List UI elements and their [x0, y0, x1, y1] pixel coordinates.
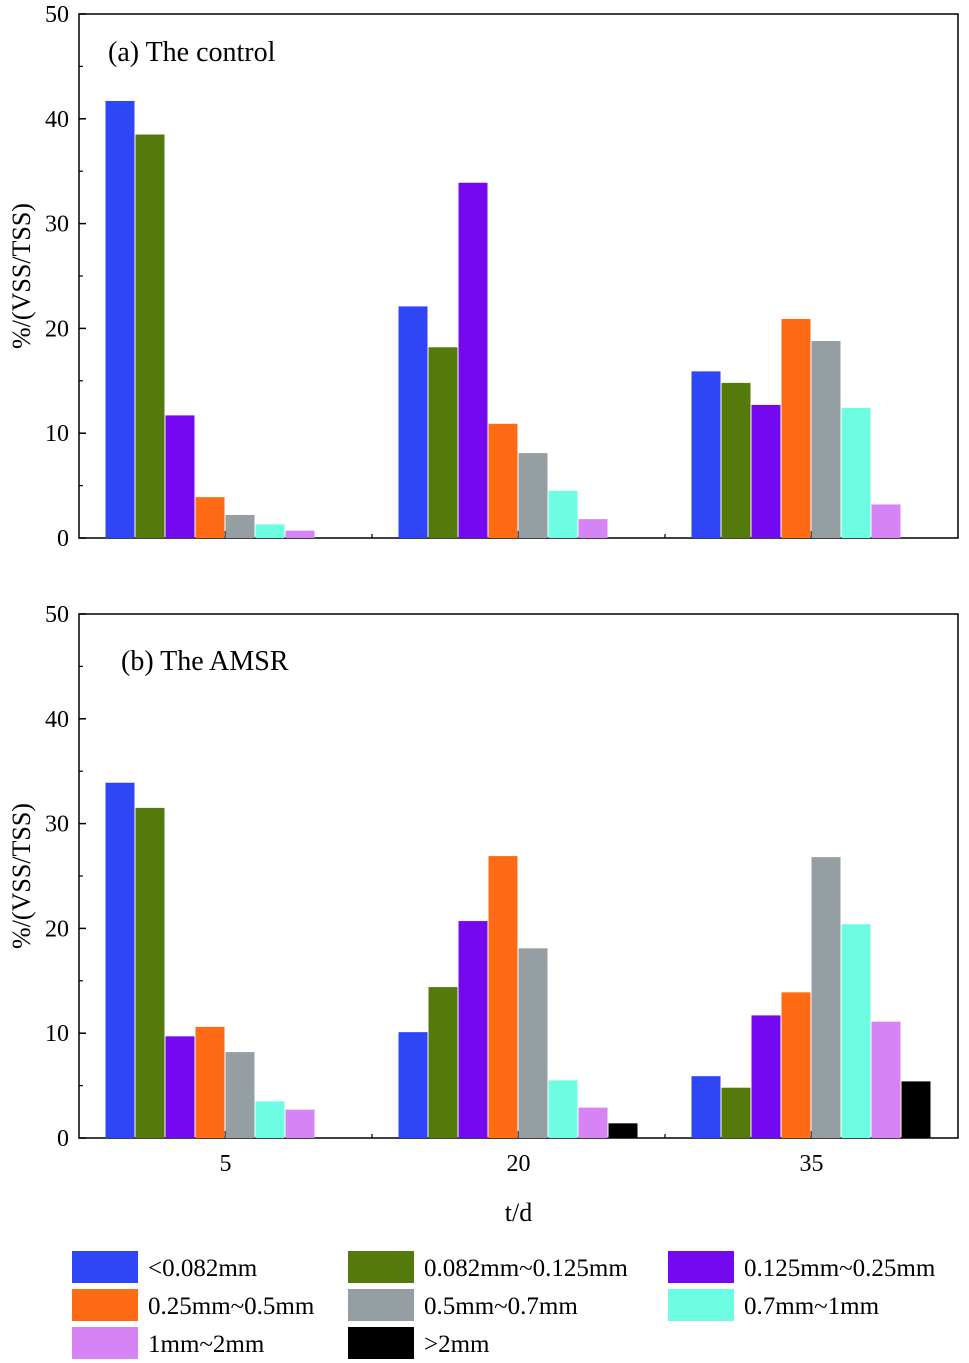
bar: [811, 340, 841, 538]
bar: [811, 857, 841, 1138]
legend-swatch: [72, 1327, 138, 1359]
legend-label: 0.5mm~0.7mm: [424, 1293, 578, 1320]
bar: [488, 856, 518, 1138]
bar: [721, 1087, 751, 1138]
bar: [285, 530, 315, 538]
legend-label: 1mm~2mm: [148, 1331, 265, 1358]
y-tick-label: 0: [57, 526, 69, 552]
bar: [871, 504, 901, 538]
bar: [751, 404, 781, 538]
bar: [841, 924, 871, 1138]
x-tick-label: 5: [220, 1151, 232, 1177]
panel-title: (b) The AMSR: [121, 646, 289, 677]
legend-swatch: [72, 1251, 138, 1283]
bar: [255, 1101, 285, 1138]
legend-label: 0.25mm~0.5mm: [148, 1293, 315, 1320]
bar: [901, 1081, 931, 1138]
legend-label: >2mm: [424, 1331, 490, 1358]
legend-swatch: [348, 1289, 414, 1321]
bar: [518, 453, 548, 538]
bar: [135, 807, 165, 1138]
x-tick-label: 20: [507, 1151, 531, 1177]
bar: [195, 1026, 225, 1138]
y-tick-label: 20: [45, 916, 69, 942]
bar: [428, 347, 458, 538]
y-tick-label: 20: [45, 316, 69, 342]
bar: [135, 134, 165, 538]
legend-swatch: [348, 1327, 414, 1359]
bar: [165, 415, 195, 538]
bar: [578, 519, 608, 538]
bar: [548, 1080, 578, 1138]
y-tick-label: 30: [45, 212, 69, 238]
legend-label: <0.082mm: [148, 1255, 258, 1282]
y-tick-label: 0: [57, 1126, 69, 1152]
bar: [488, 423, 518, 538]
y-axis-label: %/(VSS/TSS): [7, 803, 36, 949]
y-tick-label: 40: [45, 107, 69, 133]
bar: [458, 182, 488, 538]
x-tick-label: 35: [800, 1151, 824, 1177]
bar: [691, 371, 721, 538]
bar: [398, 1032, 428, 1138]
bar: [721, 382, 751, 538]
bar: [225, 514, 255, 538]
bar: [608, 1123, 638, 1138]
bar: [398, 306, 428, 538]
bar: [285, 1109, 315, 1138]
bar: [781, 318, 811, 538]
legend-swatch: [668, 1251, 734, 1283]
bar: [458, 921, 488, 1138]
bar: [841, 408, 871, 538]
bar: [871, 1021, 901, 1138]
legend-label: 0.082mm~0.125mm: [424, 1255, 628, 1282]
bar: [255, 524, 285, 538]
bar: [428, 987, 458, 1138]
bar: [105, 782, 135, 1138]
legend-swatch: [348, 1251, 414, 1283]
y-axis-label: %/(VSS/TSS): [7, 203, 36, 349]
y-tick-label: 10: [45, 1021, 69, 1047]
bar: [578, 1107, 608, 1138]
legend-swatch: [668, 1289, 734, 1321]
y-tick-label: 50: [45, 2, 69, 28]
y-tick-label: 40: [45, 707, 69, 733]
bar: [691, 1076, 721, 1138]
bar: [518, 948, 548, 1138]
legend-label: 0.125mm~0.25mm: [744, 1255, 936, 1282]
bar: [751, 1015, 781, 1138]
x-axis-label: t/d: [505, 1198, 532, 1227]
y-tick-label: 30: [45, 812, 69, 838]
bar: [105, 100, 135, 538]
legend-label: 0.7mm~1mm: [744, 1293, 880, 1320]
bar: [548, 490, 578, 538]
bar: [165, 1036, 195, 1138]
bar: [195, 497, 225, 538]
y-tick-label: 10: [45, 421, 69, 447]
bar: [225, 1052, 255, 1138]
panel-title: (a) The control: [108, 37, 276, 68]
bar: [781, 992, 811, 1138]
legend-swatch: [72, 1289, 138, 1321]
y-tick-label: 50: [45, 602, 69, 628]
